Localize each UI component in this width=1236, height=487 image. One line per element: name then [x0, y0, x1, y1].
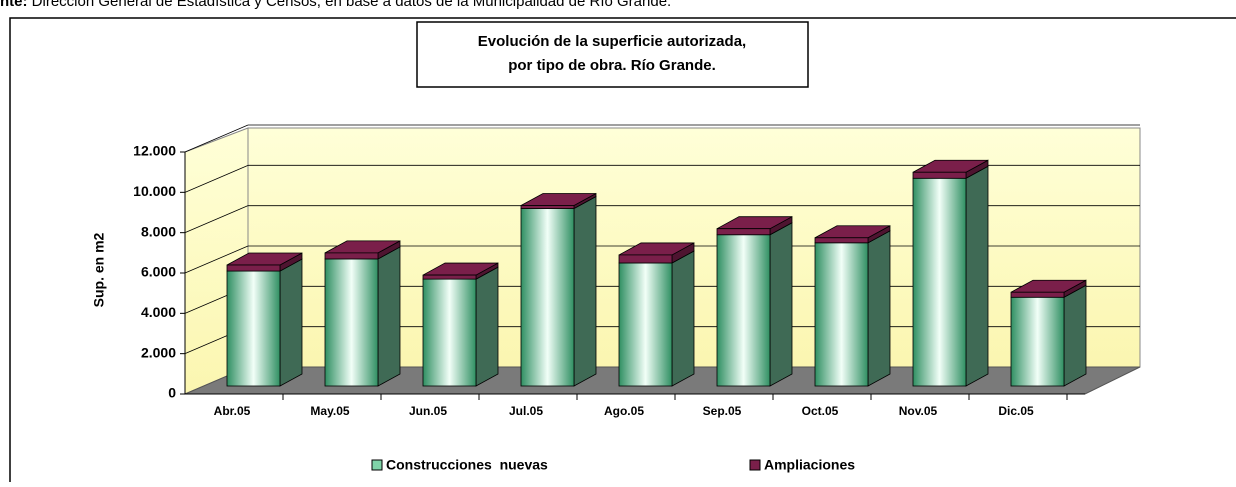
- y-tick-label: 6.000: [141, 264, 176, 280]
- bar-side: [867, 230, 891, 387]
- bar-side: [475, 266, 499, 387]
- source-prefix: nte:: [0, 0, 28, 10]
- bar-side: [377, 246, 401, 387]
- x-tick-label: Oct.05: [802, 404, 839, 418]
- y-tick-label: 0: [168, 385, 176, 401]
- grid-line: [184, 205, 249, 234]
- y-tick-label: 10.000: [133, 183, 176, 199]
- grid-line: [184, 245, 249, 274]
- bar: [422, 278, 477, 387]
- x-tick-label: Ago.05: [604, 404, 644, 418]
- bar: [422, 274, 477, 280]
- source: nte: Dirección General de Estadística y …: [0, 0, 671, 10]
- bar: [912, 177, 967, 387]
- x-tick-label: Jul.05: [509, 404, 543, 418]
- y-axis-label: Sup. en m2: [91, 232, 107, 307]
- bar: [618, 254, 673, 264]
- bar-side: [769, 222, 793, 387]
- x-tick-label: Abr.05: [214, 404, 251, 418]
- x-tick-label: May.05: [310, 404, 349, 418]
- bar: [912, 171, 967, 179]
- bar: [520, 208, 575, 387]
- y-tick-label: 2.000: [141, 344, 176, 360]
- bar: [324, 258, 379, 387]
- bar: [618, 262, 673, 387]
- bar-side: [1063, 284, 1087, 387]
- grid-line: [184, 164, 249, 193]
- x-tick-label: Jun.05: [409, 404, 447, 418]
- bar: [814, 237, 869, 244]
- bar: [1010, 291, 1065, 298]
- chart-title: por tipo de obra. Río Grande.: [508, 57, 716, 74]
- bar: [520, 205, 575, 209]
- y-tick-label: 8.000: [141, 223, 176, 239]
- bar-side: [279, 258, 303, 387]
- bar: [226, 270, 281, 387]
- legend-label: Ampliaciones: [764, 457, 855, 473]
- legend-swatch: [749, 459, 761, 471]
- bar-side: [671, 250, 695, 387]
- grid-line: [184, 124, 249, 153]
- bar-side: [573, 195, 597, 387]
- chart-title: Evolución de la superficie autorizada,: [478, 33, 746, 50]
- bar: [716, 234, 771, 387]
- bar: [1010, 296, 1065, 387]
- legend-label: Construcciones nuevas: [386, 457, 548, 473]
- legend-swatch: [371, 459, 383, 471]
- x-tick-label: Nov.05: [899, 404, 938, 418]
- bar: [814, 242, 869, 387]
- x-tick-label: Sep.05: [703, 404, 742, 418]
- frame: [9, 17, 1236, 482]
- source-text: Dirección General de Estadística y Censo…: [32, 0, 672, 10]
- title-box: [416, 21, 809, 88]
- y-tick-label: 12.000: [133, 143, 176, 159]
- bar: [716, 228, 771, 236]
- y-tick-label: 4.000: [141, 304, 176, 320]
- bar: [226, 264, 281, 272]
- bar: [324, 252, 379, 260]
- x-tick-label: Dic.05: [998, 404, 1034, 418]
- bar-side: [965, 165, 989, 387]
